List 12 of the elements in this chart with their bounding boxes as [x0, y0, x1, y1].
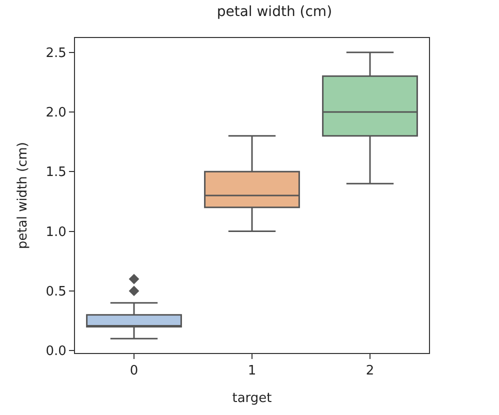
y-tick-label: 0.0 — [46, 344, 66, 360]
y-tick-label: 2.5 — [46, 46, 66, 61]
y-tick-label: 2.0 — [46, 106, 66, 121]
chart-title: petal width (cm) — [216, 4, 332, 20]
y-tick-label: 1.0 — [46, 224, 66, 240]
x-tick-label: 2 — [366, 364, 374, 379]
y-tick-label: 0.5 — [46, 284, 66, 300]
y-tick-label: 1.5 — [46, 165, 66, 180]
x-axis-title: target — [232, 391, 272, 406]
x-tick-label: 1 — [248, 364, 256, 379]
x-tick-label: 0 — [130, 364, 138, 379]
y-axis-title: petal width (cm) — [16, 142, 31, 249]
